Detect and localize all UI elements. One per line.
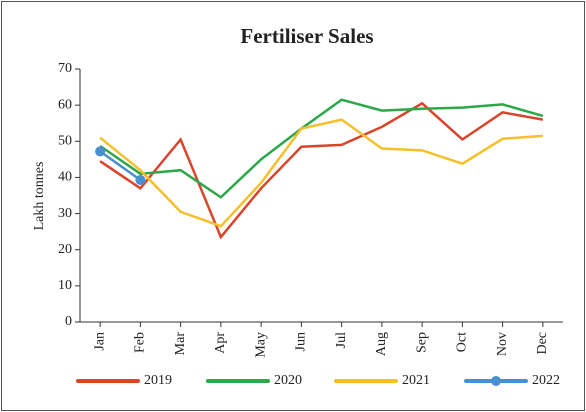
- legend-marker: [491, 376, 501, 386]
- legend-label: 2022: [532, 373, 560, 388]
- legend-label: 2019: [144, 373, 172, 388]
- x-tick-label: Sep: [414, 332, 429, 353]
- y-tick-label: 30: [58, 206, 72, 221]
- x-tick-label: Jun: [294, 332, 309, 351]
- y-tick-label: 10: [58, 278, 72, 293]
- y-tick-label: 60: [58, 97, 72, 112]
- y-tick-label: 0: [65, 314, 72, 329]
- legend-label: 2020: [274, 373, 302, 388]
- x-tick-label: May: [253, 332, 268, 358]
- y-tick-label: 50: [58, 134, 72, 149]
- chart-title: Fertiliser Sales: [240, 24, 373, 48]
- series-line: [99, 150, 142, 181]
- series-line: [99, 98, 544, 199]
- y-axis-label: Lakh tonnes: [32, 162, 47, 231]
- x-tick-label: Apr: [213, 332, 228, 354]
- x-tick-label: Nov: [495, 332, 510, 356]
- series-line: [99, 118, 543, 228]
- y-tick-label: 20: [58, 242, 72, 257]
- y-tick-label: 40: [58, 170, 72, 185]
- x-tick-label: Jan: [92, 332, 107, 351]
- series-marker: [135, 174, 146, 185]
- x-tick-label: Dec: [535, 332, 550, 355]
- x-tick-label: Jul: [334, 332, 349, 348]
- series-line: [99, 101, 544, 240]
- x-tick-label: Mar: [173, 332, 188, 356]
- x-tick-label: Feb: [133, 332, 148, 353]
- legend-label: 2021: [402, 373, 430, 388]
- x-tick-label: Aug: [374, 332, 389, 356]
- x-tick-label: Oct: [455, 332, 470, 352]
- series-marker: [95, 146, 106, 157]
- y-tick-label: 70: [58, 61, 72, 76]
